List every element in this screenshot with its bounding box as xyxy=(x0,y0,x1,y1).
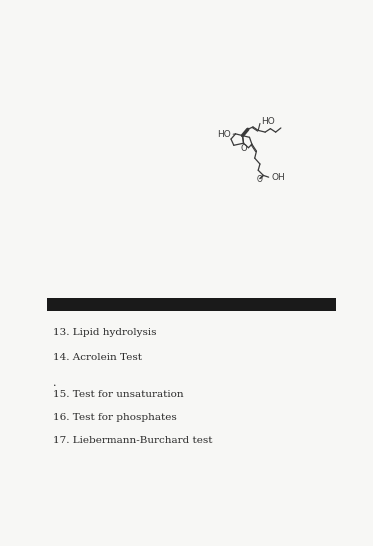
Text: 15. Test for unsaturation: 15. Test for unsaturation xyxy=(53,390,184,399)
Bar xyxy=(47,298,336,311)
Text: O: O xyxy=(241,144,247,153)
Text: .: . xyxy=(53,378,56,388)
Text: HO: HO xyxy=(217,130,231,139)
Text: OH: OH xyxy=(272,173,285,182)
Text: 16. Test for phosphates: 16. Test for phosphates xyxy=(53,413,176,422)
Text: 13. Lipid hydrolysis: 13. Lipid hydrolysis xyxy=(53,328,156,337)
Text: O: O xyxy=(257,175,263,184)
Text: 17. Liebermann-Burchard test: 17. Liebermann-Burchard test xyxy=(53,436,212,445)
Text: HO: HO xyxy=(261,117,275,126)
Text: 14. Acrolein Test: 14. Acrolein Test xyxy=(53,353,142,362)
